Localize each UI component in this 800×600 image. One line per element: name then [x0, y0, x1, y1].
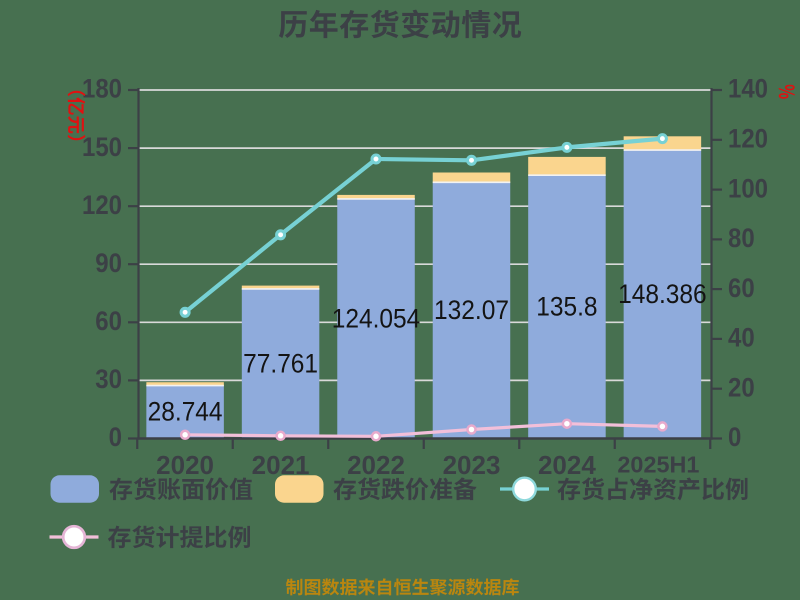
svg-text:20: 20 — [728, 373, 755, 402]
svg-text:2024: 2024 — [538, 450, 596, 480]
svg-text:77.761: 77.761 — [243, 349, 318, 378]
svg-text:2021: 2021 — [252, 450, 310, 480]
svg-text:2023: 2023 — [443, 450, 501, 480]
svg-text:140: 140 — [728, 75, 768, 104]
svg-text:150: 150 — [82, 133, 122, 162]
svg-text:90: 90 — [95, 249, 122, 278]
svg-text:2022: 2022 — [347, 450, 405, 480]
svg-text:135.8: 135.8 — [536, 292, 597, 321]
svg-text:124.054: 124.054 — [332, 304, 421, 333]
svg-text:2025H1: 2025H1 — [617, 452, 699, 478]
svg-text:40: 40 — [728, 324, 755, 353]
svg-text:60: 60 — [728, 274, 755, 303]
svg-text:120: 120 — [728, 124, 768, 153]
svg-text:132.07: 132.07 — [434, 296, 509, 325]
svg-text:30: 30 — [95, 365, 122, 394]
svg-text:180: 180 — [82, 75, 122, 104]
svg-text:2020: 2020 — [156, 450, 214, 480]
svg-text:28.744: 28.744 — [148, 398, 223, 427]
svg-text:148.386: 148.386 — [618, 280, 707, 309]
svg-text:0: 0 — [109, 423, 122, 452]
svg-text:100: 100 — [728, 174, 768, 203]
svg-text:0: 0 — [728, 423, 741, 452]
svg-text:60: 60 — [95, 307, 122, 336]
svg-text:80: 80 — [728, 224, 755, 253]
svg-text:120: 120 — [82, 191, 122, 220]
